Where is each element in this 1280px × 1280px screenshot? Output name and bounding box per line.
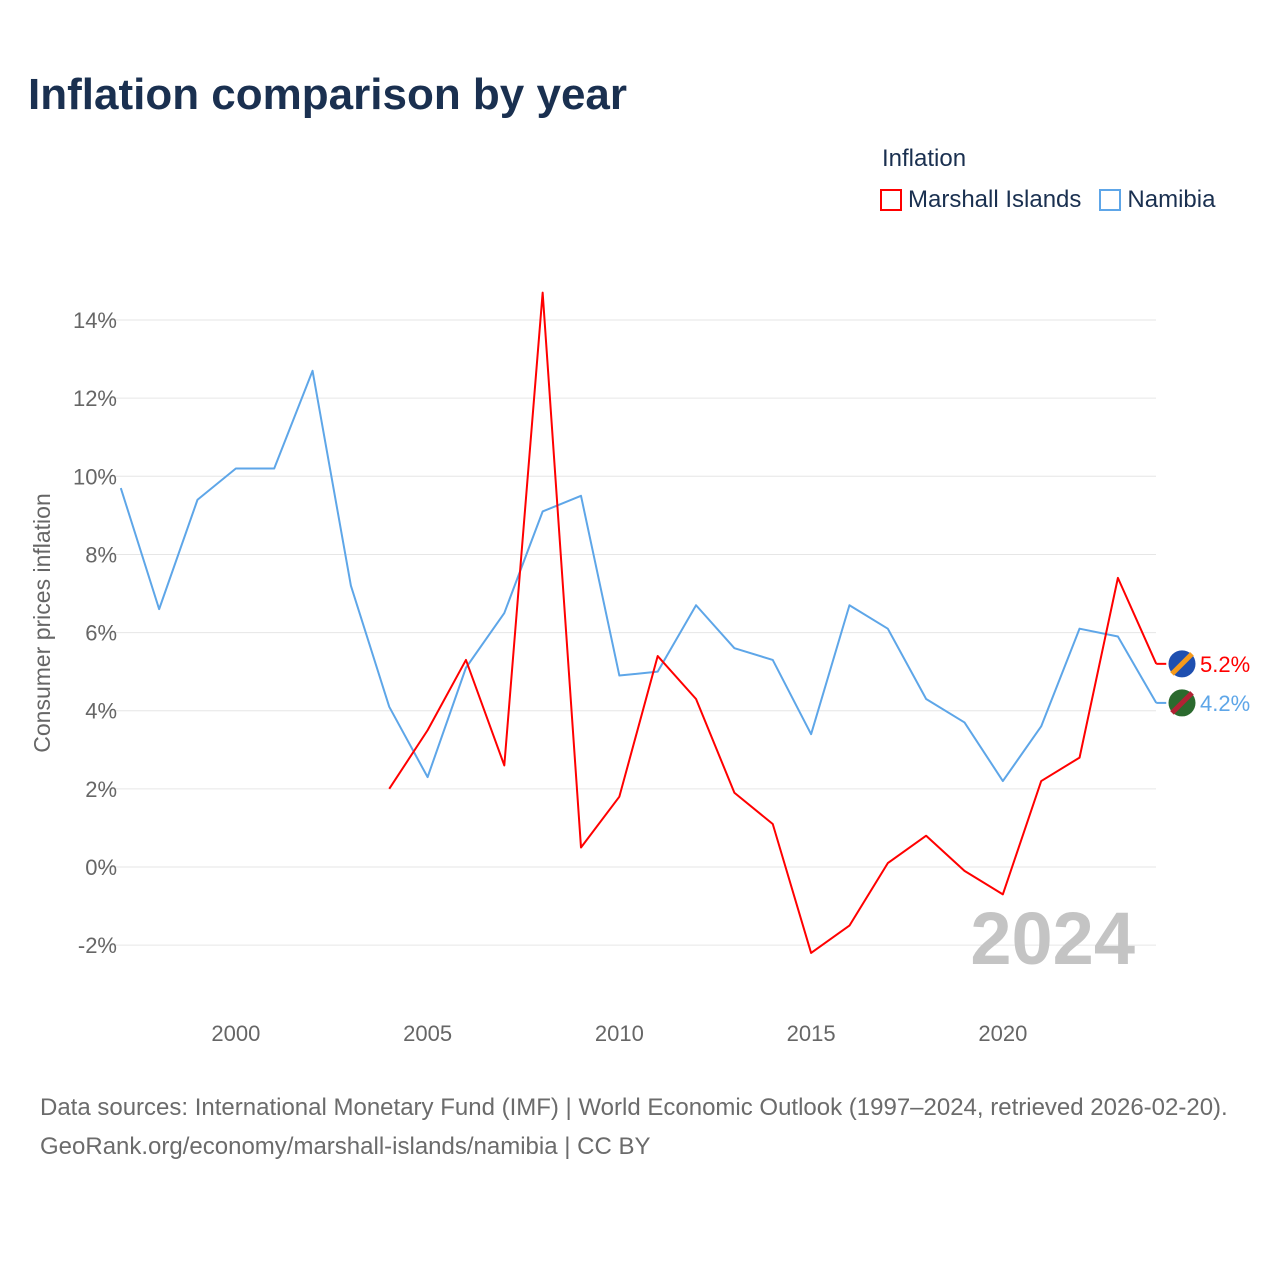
y-tick-label: 8% xyxy=(85,542,117,567)
y-tick-label: 10% xyxy=(73,464,117,489)
series-line-marshall-islands xyxy=(388,291,1158,954)
y-tick-label: 2% xyxy=(85,777,117,802)
legend-item-marshall-islands[interactable]: Marshall Islands xyxy=(880,186,1081,214)
flag-stripe xyxy=(1170,691,1194,715)
y-tick-label: 12% xyxy=(73,386,117,411)
source-link[interactable]: GeoRank.org/economy/marshall-islands/nam… xyxy=(40,1133,651,1160)
legend-swatch xyxy=(880,189,902,211)
flag-stripe xyxy=(1170,652,1194,676)
footer: Data sources: International Monetary Fun… xyxy=(40,1088,1250,1166)
y-tick-label: 14% xyxy=(73,308,117,333)
year-watermark: 2024 xyxy=(970,897,1135,980)
x-tick-label: 2010 xyxy=(595,1021,644,1046)
end-value-label: 4.2% xyxy=(1200,691,1250,716)
legend-swatch xyxy=(1099,189,1122,211)
legend-label: Marshall Islands xyxy=(908,186,1082,213)
data-sources: Data sources: International Monetary Fun… xyxy=(40,1094,1228,1121)
x-tick-label: 2005 xyxy=(403,1021,452,1046)
y-axis-label: Consumer prices inflation xyxy=(29,493,55,753)
x-tick-label: 2000 xyxy=(211,1021,260,1046)
y-tick-label: 0% xyxy=(85,855,117,880)
legend-title: Inflation xyxy=(882,145,967,172)
chart-title: Inflation comparison by year xyxy=(28,70,628,119)
y-tick-label: 6% xyxy=(85,621,117,646)
legend-item-namibia[interactable]: Namibia xyxy=(1099,186,1215,214)
legend: Marshall Islands Namibia xyxy=(880,186,1215,214)
series-line-namibia xyxy=(119,369,1158,783)
y-tick-label: 4% xyxy=(85,699,117,724)
end-value-label: 5.2% xyxy=(1200,652,1250,677)
x-tick-label: 2020 xyxy=(978,1021,1027,1046)
x-tick-label: 2015 xyxy=(787,1021,836,1046)
line-chart: -2% 0% 2% 4% 6% 8% 10% 12% 14% 2000 2005 2010 2015 20… xyxy=(29,291,1250,1046)
y-tick-label: -2% xyxy=(78,933,117,958)
legend-label: Namibia xyxy=(1127,186,1216,213)
